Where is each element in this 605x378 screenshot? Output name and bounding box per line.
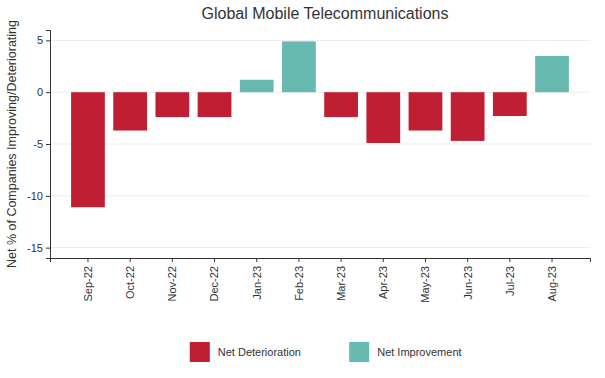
x-tick-mark xyxy=(425,258,426,262)
x-tick-label: Apr-23 xyxy=(377,266,389,299)
y-axis-title: Net % of Companies Improving/Deteriorati… xyxy=(5,20,19,268)
x-tick-mark xyxy=(298,258,299,262)
y-tick-label: -10 xyxy=(27,190,43,202)
x-tick-mark xyxy=(256,258,257,262)
x-tick: Jul-23 xyxy=(504,258,516,296)
x-tick-label: Dec-22 xyxy=(208,266,220,301)
bar xyxy=(155,92,189,117)
x-tick: Jan-23 xyxy=(251,258,263,300)
x-axis: Sep-22 Oct-22 Nov-22 Dec-22 Jan-23 Feb-23 Mar-… xyxy=(51,258,591,303)
y-tick-label: 0 xyxy=(37,86,43,98)
x-tick-mark xyxy=(341,258,342,262)
y-tick: -15 xyxy=(27,242,50,254)
x-tick-label: Jul-23 xyxy=(504,266,516,296)
x-tick-mark xyxy=(467,258,468,262)
bar xyxy=(198,92,232,117)
grid-line xyxy=(50,144,590,145)
legend-label: Net Deterioration xyxy=(218,346,301,358)
x-tick-label: Sep-22 xyxy=(82,266,94,301)
x-tick-mark xyxy=(509,258,510,262)
y-tick-mark xyxy=(46,248,50,249)
y-tick-label: 5 xyxy=(37,34,43,46)
legend: Net Deterioration Net Improvement xyxy=(190,342,462,362)
x-tick-label: Jun-23 xyxy=(462,266,474,300)
x-tick-label: May-23 xyxy=(419,266,431,303)
grid-line xyxy=(50,195,590,196)
x-tick-mark xyxy=(87,258,88,262)
bar xyxy=(71,92,105,207)
y-tick-mark xyxy=(46,92,50,93)
y-tick-label: -5 xyxy=(33,138,43,150)
x-tick: Aug-23 xyxy=(546,258,558,301)
chart: Global Mobile Telecommunications Net % of… xyxy=(0,0,605,378)
x-tick-mark xyxy=(552,258,553,262)
legend-swatch xyxy=(349,342,369,362)
x-tick: Feb-23 xyxy=(293,258,305,301)
legend-swatch xyxy=(190,342,210,362)
x-tick-label: Feb-23 xyxy=(293,266,305,301)
y-tick-label: -15 xyxy=(27,242,43,254)
x-tick-mark xyxy=(130,258,131,262)
x-tick: Dec-22 xyxy=(208,258,220,301)
x-tick-mark xyxy=(383,258,384,262)
y-tick-mark xyxy=(46,196,50,197)
y-tick: 5 xyxy=(37,34,50,46)
grid xyxy=(50,40,590,247)
title: Global Mobile Telecommunications xyxy=(202,5,449,22)
bar xyxy=(535,56,569,92)
bar xyxy=(493,92,527,116)
x-tick-label: Jan-23 xyxy=(251,266,263,300)
bar xyxy=(113,92,147,130)
x-tick-label: Oct-22 xyxy=(124,266,136,299)
x-tick-label: Aug-23 xyxy=(546,266,558,301)
x-tick: Apr-23 xyxy=(377,258,389,299)
bar xyxy=(324,92,358,117)
grid-line xyxy=(50,247,590,248)
bar xyxy=(366,92,400,143)
x-tick-label: Nov-22 xyxy=(166,266,178,301)
y-tick-mark xyxy=(46,40,50,41)
bar xyxy=(240,80,274,92)
x-tick: May-23 xyxy=(419,258,431,303)
x-tick: Jun-23 xyxy=(462,258,474,300)
grid-line xyxy=(50,40,590,41)
bars xyxy=(71,41,569,207)
x-tick: Nov-22 xyxy=(166,258,178,301)
legend-label: Net Improvement xyxy=(377,346,461,358)
y-tick-mark xyxy=(46,144,50,145)
y-tick: -10 xyxy=(27,190,50,202)
y-tick: 0 xyxy=(37,86,50,98)
x-tick: Oct-22 xyxy=(124,258,136,299)
x-tick-mark xyxy=(214,258,215,262)
y-axis-line xyxy=(46,31,51,259)
x-tick-label: Mar-23 xyxy=(335,266,347,301)
bar xyxy=(282,41,316,92)
y-tick: -5 xyxy=(33,138,50,150)
x-tick-mark xyxy=(172,258,173,262)
x-tick: Mar-23 xyxy=(335,258,347,301)
x-axis-line xyxy=(51,259,591,263)
bar xyxy=(451,92,485,141)
bar xyxy=(409,92,443,130)
x-tick: Sep-22 xyxy=(82,258,94,301)
y-axis: -15 -10 -5 0 5 xyxy=(27,31,50,259)
